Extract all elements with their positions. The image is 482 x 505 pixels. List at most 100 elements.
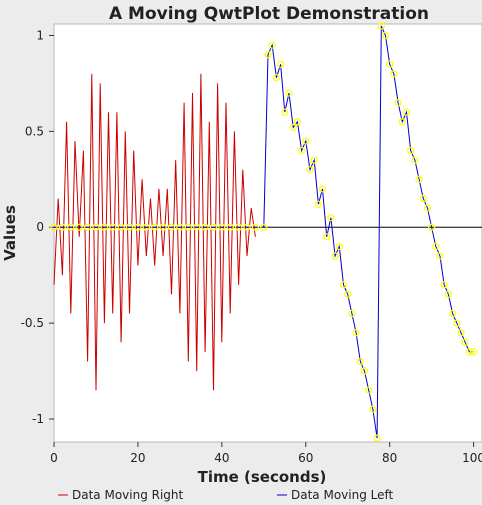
series-point [457, 329, 465, 337]
series-point [323, 233, 331, 241]
series-point [327, 214, 335, 222]
series-point [218, 223, 226, 231]
series-point [469, 348, 478, 356]
series-point [234, 223, 243, 231]
series-point [335, 242, 343, 251]
series-point [100, 223, 109, 231]
series-point [134, 223, 142, 231]
y-tick-label: 1 [36, 29, 44, 43]
x-tick-label: 100 [462, 451, 482, 465]
series-point [373, 434, 381, 442]
series-point [419, 194, 427, 203]
y-tick-label: -0.5 [21, 316, 44, 330]
series-point [184, 223, 192, 231]
series-point [306, 166, 314, 174]
series-point [285, 89, 293, 97]
series-point [193, 223, 201, 231]
series-point [260, 223, 268, 231]
y-tick-label: 0 [36, 220, 44, 234]
y-tick-label: 0.5 [25, 124, 44, 138]
series-point [386, 60, 394, 68]
series-point [465, 348, 474, 356]
series-point [243, 223, 251, 231]
series-point [293, 118, 302, 126]
series-point [251, 223, 260, 231]
series-point [276, 60, 285, 68]
series-point [159, 223, 167, 231]
y-tick-label: -1 [32, 412, 44, 426]
series-point [344, 290, 352, 299]
x-tick-label: 80 [382, 451, 397, 465]
series-point [209, 223, 218, 231]
series-point [369, 405, 377, 414]
series-point [310, 156, 318, 164]
series-point [176, 223, 184, 231]
series-point [281, 108, 289, 116]
series-point [381, 31, 390, 40]
series-point [360, 367, 369, 375]
series-point [440, 281, 448, 289]
series-point [75, 223, 83, 231]
series-point [432, 242, 440, 251]
series-point [151, 223, 159, 231]
series-point [423, 204, 432, 212]
series-point [453, 319, 461, 327]
series-point [331, 252, 339, 260]
x-tick-label: 60 [298, 451, 313, 465]
series-point [67, 223, 75, 231]
series-point [117, 223, 125, 231]
series-point [356, 357, 364, 366]
series-point [125, 223, 134, 231]
x-tick-label: 20 [130, 451, 145, 465]
series-point [411, 156, 419, 164]
series-line-0 [53, 73, 256, 391]
chart-title: A Moving QwtPlot Demonstration [109, 4, 429, 24]
series-point [365, 386, 373, 394]
series-line-1 [54, 25, 474, 439]
series-point [402, 108, 411, 116]
series-point [297, 146, 306, 155]
series-point [142, 223, 150, 231]
series-point [427, 223, 436, 231]
x-tick-label: 40 [214, 451, 229, 465]
series-point [339, 281, 348, 289]
series-point [415, 175, 423, 183]
series-point [436, 252, 444, 260]
series-point [318, 185, 327, 193]
series-point [167, 223, 176, 231]
series-point [264, 51, 272, 59]
series-point [272, 74, 281, 82]
series-point [314, 200, 323, 208]
x-axis: 0 20 40 60 80 100 [50, 442, 482, 465]
legend: Data Moving Right Data Moving Left [58, 488, 394, 502]
series-point [398, 118, 406, 126]
x-tick-label: 0 [50, 451, 58, 465]
series-point [444, 290, 453, 299]
series-point [461, 338, 469, 346]
series-point [348, 309, 356, 318]
series-point [83, 223, 92, 231]
series-point [448, 309, 457, 318]
series-point [92, 223, 100, 231]
plot-area [50, 22, 482, 442]
series-point [226, 223, 234, 231]
legend-label: Data Moving Left [291, 488, 394, 502]
series-point [289, 123, 297, 132]
series-point [394, 98, 402, 107]
legend-label: Data Moving Right [72, 488, 184, 502]
series-point [390, 70, 398, 78]
series-point [302, 137, 310, 145]
y-axis-title: Values [1, 205, 19, 261]
x-axis-title: Time (seconds) [198, 468, 327, 486]
series-point [377, 22, 385, 30]
series-point [50, 223, 58, 231]
series-point [58, 223, 67, 231]
series-point [268, 41, 276, 49]
series-point [109, 223, 117, 231]
series-point [407, 146, 415, 155]
plot-canvas [53, 23, 482, 443]
y-axis: -1 -0.5 0 0.5 1 [21, 29, 54, 426]
series-point [201, 223, 209, 231]
